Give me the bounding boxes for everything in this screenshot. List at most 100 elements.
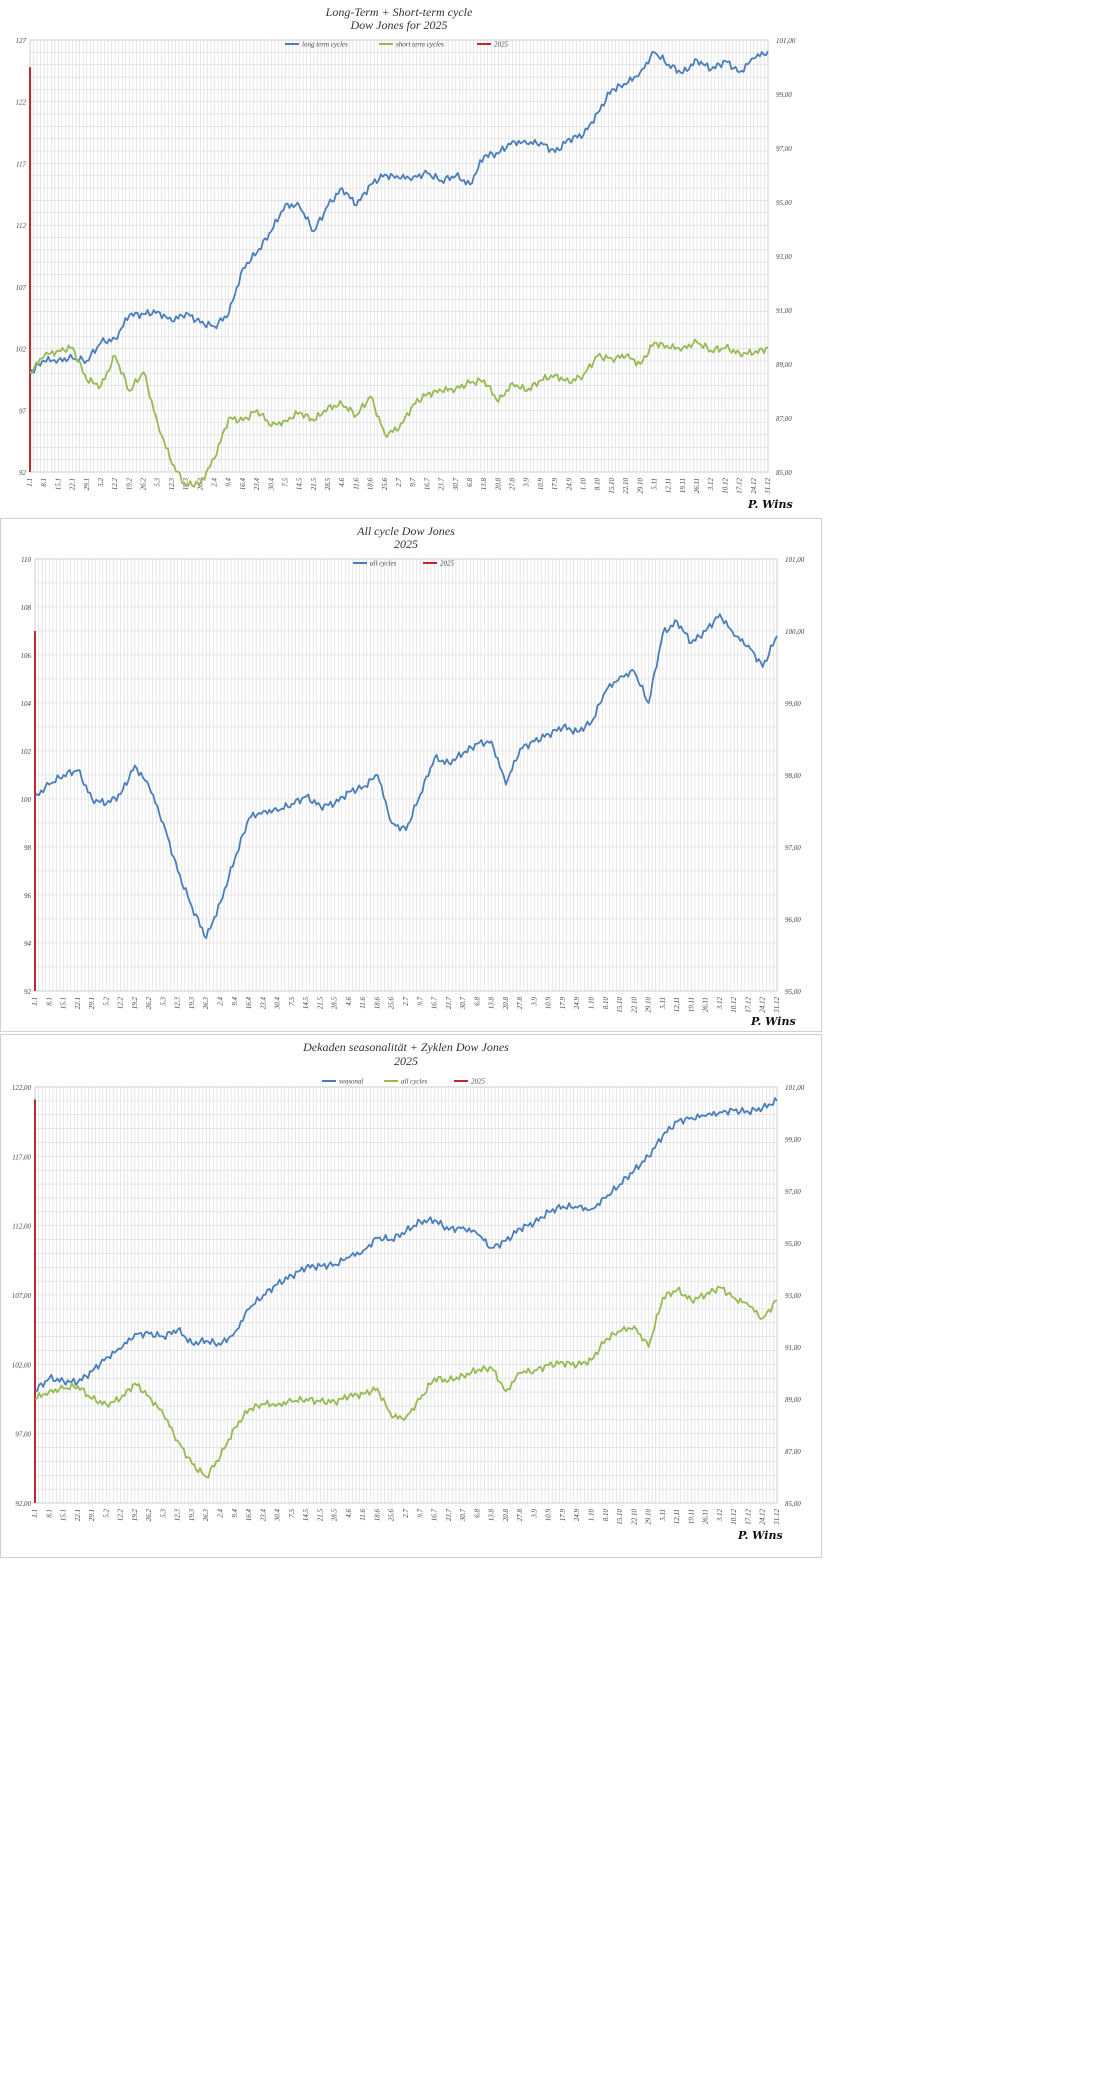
x-tick-label: 24.12 bbox=[759, 1509, 767, 1525]
y2-tick-label: 95,00 bbox=[785, 1240, 801, 1248]
y-tick-label: 96 bbox=[24, 892, 32, 900]
series-points-all-cycles bbox=[34, 1287, 778, 1478]
y-tick-label: 107,00 bbox=[12, 1292, 32, 1300]
legend-label: all cycles bbox=[401, 1078, 428, 1086]
x-tick-label: 26.3 bbox=[202, 997, 210, 1010]
x-tick-label: 8.10 bbox=[594, 478, 602, 491]
x-tick-label: 30.4 bbox=[267, 478, 275, 492]
horizontal-gridlines bbox=[35, 1086, 777, 1504]
legend-label: all cycles bbox=[370, 560, 397, 568]
x-tick-label: 19.3 bbox=[188, 997, 196, 1010]
chart-panel-3: Dekaden seasonalität + Zyklen Dow Jones 2… bbox=[0, 1034, 822, 1558]
y-tick-label: 102,00 bbox=[12, 1361, 32, 1369]
y2-tick-label: 99,00 bbox=[785, 1136, 801, 1144]
x-tick-label: 5.3 bbox=[159, 997, 167, 1006]
legend: seasonal all cycles 2025 bbox=[322, 1078, 486, 1086]
x-tick-label: 10.12 bbox=[721, 478, 729, 494]
x-tick-label: 15.1 bbox=[60, 1509, 68, 1521]
x-tick-label: 8.1 bbox=[45, 1509, 53, 1518]
x-tick-label: 19.3 bbox=[182, 478, 190, 491]
x-tick-label: 5.2 bbox=[97, 478, 105, 487]
y2-tick-label: 100,00 bbox=[785, 628, 805, 636]
y-tick-label: 112 bbox=[16, 222, 26, 230]
y2-tick-label: 101,00 bbox=[785, 556, 805, 564]
chart-all-cycle: All cycle Dow Jones202592949698100102104… bbox=[21, 524, 805, 1028]
x-tick-label: 4.6 bbox=[338, 478, 346, 487]
x-tick-label: 14.5 bbox=[302, 1509, 310, 1522]
y-tick-label: 102 bbox=[21, 748, 32, 756]
x-tick-label: 9.4 bbox=[231, 997, 239, 1006]
x-tick-label: 17.12 bbox=[736, 478, 744, 494]
x-tick-label: 15.10 bbox=[608, 478, 616, 494]
x-tick-label: 9.7 bbox=[409, 478, 417, 487]
chart-seasonal-cycles: Dekaden seasonalität + Zyklen Dow Jones2… bbox=[12, 1040, 805, 1542]
x-tick-label: 12.3 bbox=[174, 1509, 182, 1522]
x-tick-label: 19.3 bbox=[188, 1509, 196, 1522]
legend-label: seasonal bbox=[339, 1078, 364, 1086]
chart-subtitle: 2025 bbox=[394, 537, 418, 551]
x-tick-label: 3.12 bbox=[707, 478, 715, 492]
x-tick-label: 6.8 bbox=[473, 997, 481, 1006]
y2-tick-label: 87,00 bbox=[785, 1448, 801, 1456]
x-tick-label: 31.12 bbox=[773, 997, 781, 1014]
x-tick-label: 23.7 bbox=[445, 997, 453, 1010]
x-tick-label: 28.5 bbox=[331, 1509, 339, 1522]
x-tick-label: 16.4 bbox=[245, 997, 253, 1010]
x-tick-label: 23.7 bbox=[445, 1509, 453, 1522]
x-tick-label: 15.1 bbox=[54, 478, 62, 490]
x-tick-label: 30.7 bbox=[459, 1509, 467, 1523]
y-tick-label: 122,00 bbox=[12, 1084, 32, 1092]
x-tick-label: 5.2 bbox=[102, 997, 110, 1006]
x-tick-label: 3.9 bbox=[530, 1509, 538, 1519]
x-tick-label: 29.10 bbox=[645, 997, 653, 1013]
x-tick-label: 15.10 bbox=[616, 1509, 624, 1525]
chart-subtitle: Dow Jones for 2025 bbox=[350, 18, 448, 32]
series-points-seasonal bbox=[34, 1100, 778, 1391]
y2-tick-label: 85,00 bbox=[785, 1500, 801, 1508]
x-tick-label: 1.1 bbox=[26, 478, 34, 487]
y2-tick-label: 96,00 bbox=[785, 916, 801, 924]
x-tick-label: 3.9 bbox=[530, 997, 538, 1007]
y-tick-label: 97,00 bbox=[15, 1431, 31, 1439]
x-tick-label: 10.9 bbox=[545, 997, 553, 1010]
y2-tick-label: 97,00 bbox=[785, 844, 801, 852]
x-tick-label: 2.4 bbox=[217, 997, 225, 1006]
x-tick-label: 22.1 bbox=[69, 478, 77, 490]
y-tick-label: 98 bbox=[24, 844, 32, 852]
x-tick-label: 22.10 bbox=[630, 997, 638, 1013]
x-tick-label: 2.4 bbox=[217, 1509, 225, 1518]
x-tick-label: 5.11 bbox=[659, 997, 667, 1009]
x-tick-label: 21.5 bbox=[316, 997, 324, 1010]
x-tick-label: 1.1 bbox=[31, 1509, 39, 1518]
y-tick-label: 108 bbox=[21, 604, 32, 612]
chart-title: All cycle Dow Jones bbox=[356, 524, 455, 538]
x-tick-label: 30.7 bbox=[452, 478, 460, 492]
chart-title: Long-Term + Short-term cycle bbox=[325, 5, 473, 19]
legend-label: 2025 bbox=[494, 41, 509, 49]
y-tick-label: 97 bbox=[19, 407, 27, 415]
x-tick-label: 16.7 bbox=[431, 997, 439, 1010]
x-tick-label: 8.1 bbox=[45, 997, 53, 1006]
x-tick-label: 23.4 bbox=[259, 997, 267, 1010]
x-tick-label: 9.4 bbox=[231, 1509, 239, 1518]
x-tick-label: 31.12 bbox=[764, 478, 772, 495]
x-tick-label: 26.3 bbox=[202, 1509, 210, 1522]
x-tick-label: 11.6 bbox=[352, 478, 360, 490]
horizontal-gridlines bbox=[30, 39, 768, 473]
y-tick-label: 106 bbox=[21, 652, 32, 660]
series-line-long-term-cycles bbox=[29, 50, 769, 374]
y2-tick-label: 101,00 bbox=[776, 37, 796, 45]
x-tick-label: 24.9 bbox=[573, 1509, 581, 1522]
y2-tick-label: 91,00 bbox=[776, 307, 792, 315]
x-tick-label: 5.3 bbox=[154, 478, 162, 487]
x-tick-label: 6.8 bbox=[473, 1509, 481, 1518]
x-tick-label: 19.11 bbox=[679, 478, 687, 493]
legend: all cycles 2025 bbox=[353, 560, 455, 568]
x-tick-label: 19.2 bbox=[131, 1509, 139, 1522]
x-tick-label: 17.9 bbox=[551, 478, 559, 491]
x-tick-label: 17.9 bbox=[559, 997, 567, 1010]
x-tick-label: 7.5 bbox=[288, 1509, 296, 1518]
x-tick-label: 30.4 bbox=[274, 997, 282, 1011]
y2-tick-label: 85,00 bbox=[776, 469, 792, 477]
